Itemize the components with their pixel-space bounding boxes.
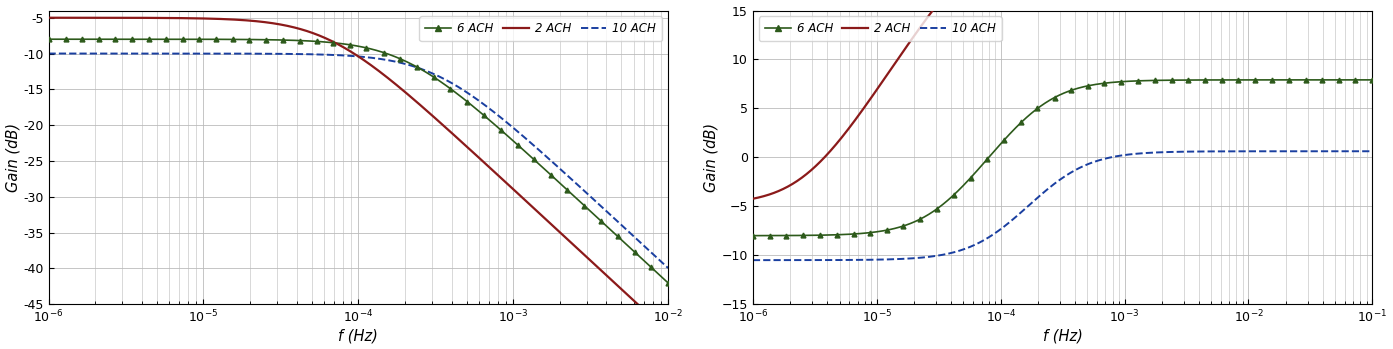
Legend: 6 ACH, 2 ACH, 10 ACH: 6 ACH, 2 ACH, 10 ACH [759,16,1002,41]
Y-axis label: Gain (dB): Gain (dB) [703,123,719,192]
Y-axis label: Gain (dB): Gain (dB) [6,123,21,192]
X-axis label: f (Hz): f (Hz) [1043,328,1082,343]
X-axis label: f (Hz): f (Hz) [338,328,379,343]
Legend: 6 ACH, 2 ACH, 10 ACH: 6 ACH, 2 ACH, 10 ACH [419,16,662,41]
